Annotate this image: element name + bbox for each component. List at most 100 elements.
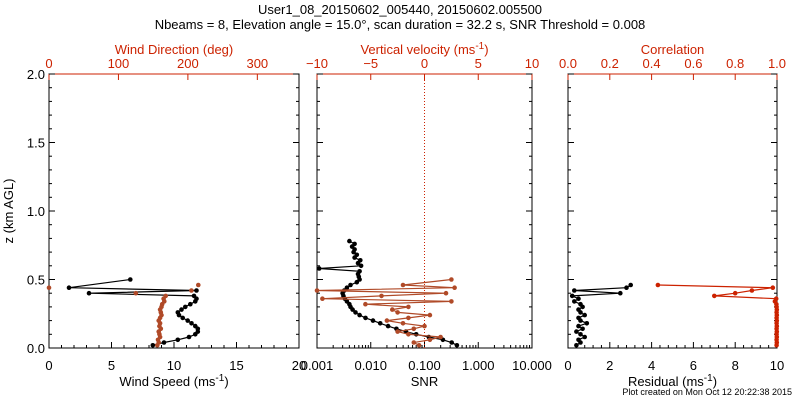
data-point-brown — [449, 277, 454, 282]
data-point-brown — [363, 301, 368, 307]
data-point-black — [576, 296, 581, 302]
x-tick-label: 0 — [45, 358, 52, 373]
data-point-black — [193, 323, 198, 329]
y-tick-label: 2.0 — [27, 67, 45, 82]
y-axis-label-group: z (km AGL) — [1, 178, 16, 243]
x-tick-label: 1.000 — [462, 358, 495, 373]
data-point-black — [183, 304, 188, 310]
data-point-black — [150, 343, 156, 348]
y-tick-label: 0.0 — [27, 341, 45, 356]
data-point-black — [628, 282, 633, 288]
data-point-black — [377, 321, 383, 326]
data-point-brown — [400, 321, 406, 326]
data-point-black — [316, 266, 322, 271]
x-tick-label: 8 — [732, 358, 739, 373]
data-point-black — [578, 301, 583, 307]
data-point-brown — [400, 282, 406, 288]
top-x-tick-label: 0.2 — [601, 56, 619, 71]
top-x-tick-label: 0 — [45, 56, 52, 71]
data-point-black — [363, 315, 368, 321]
top-x-axis-label: Vertical velocity (ms-1) — [360, 41, 488, 57]
data-point-black — [191, 293, 197, 299]
data-point-brown — [406, 332, 411, 337]
top-x-tick-label: 0.0 — [559, 56, 577, 71]
data-point-black — [618, 290, 623, 296]
series-line-red — [657, 284, 778, 346]
data-point-brown — [438, 334, 443, 340]
data-point-black — [353, 310, 358, 315]
data-point-black — [186, 334, 192, 340]
top-x-axis-label: Correlation — [641, 42, 705, 57]
data-point-brown — [449, 299, 454, 304]
data-point-red — [732, 290, 738, 296]
x-tick-label: 0 — [564, 358, 571, 373]
data-point-black — [188, 301, 193, 307]
x-tick-label: 0.100 — [408, 358, 441, 373]
data-point-black — [582, 312, 587, 318]
data-point-brown — [163, 293, 168, 299]
data-point-red — [749, 288, 755, 293]
x-tick-label: 10.000 — [512, 358, 552, 373]
data-point-black — [86, 290, 92, 296]
data-point-black — [66, 285, 72, 291]
data-point-black — [347, 238, 352, 244]
top-x-tick-label: 0 — [421, 56, 428, 71]
top-x-tick-label: 5 — [475, 56, 482, 71]
data-point-black — [572, 288, 577, 293]
data-point-brown — [452, 285, 457, 291]
data-point-black — [128, 277, 133, 282]
plot-timestamp: Plot created on Mon Oct 12 20:22:38 2015 — [622, 387, 792, 397]
data-point-black — [348, 282, 353, 288]
data-point-brown — [384, 318, 390, 323]
data-point-black — [578, 332, 583, 337]
data-point-black — [354, 252, 360, 258]
data-point-brown — [46, 285, 52, 291]
data-point-black — [185, 318, 190, 323]
data-point-brown — [390, 307, 395, 312]
data-point-black — [180, 315, 185, 321]
top-x-tick-label: 0.8 — [726, 56, 744, 71]
data-point-brown — [411, 340, 417, 345]
data-point-black — [454, 343, 460, 348]
x-tick-label: 4 — [648, 358, 655, 373]
x-tick-label: 0.010 — [354, 358, 387, 373]
data-point-brown — [189, 288, 194, 293]
top-x-tick-label: 0.4 — [643, 56, 661, 71]
data-point-black — [576, 307, 581, 312]
y-axis-label: z (km AGL) — [1, 178, 16, 243]
data-point-black — [385, 323, 391, 329]
data-point-black — [584, 321, 590, 326]
x-axis-label: Residual (ms-1) — [628, 373, 717, 389]
data-point-red — [712, 293, 717, 299]
plot-frame — [48, 73, 300, 349]
data-point-black — [576, 337, 581, 343]
top-x-tick-label: 0.6 — [684, 56, 702, 71]
data-point-brown — [314, 288, 320, 293]
y-tick-label: 1.5 — [27, 136, 45, 151]
data-point-black — [582, 334, 587, 340]
chart-title: User1_08_20150602_005440, 20150602.00550… — [257, 2, 543, 17]
x-tick-label: 10 — [167, 358, 181, 373]
x-tick-label: 15 — [229, 358, 243, 373]
top-x-tick-label: 1.0 — [768, 56, 786, 71]
data-point-brown — [406, 304, 411, 310]
data-point-brown — [133, 290, 139, 296]
data-point-brown — [406, 315, 411, 321]
top-x-tick-label: 100 — [108, 56, 130, 71]
data-point-brown — [416, 343, 422, 348]
x-axis-label: Wind Speed (ms-1) — [119, 373, 228, 389]
data-point-brown — [196, 282, 201, 288]
data-point-black — [352, 241, 357, 247]
data-point-black — [576, 315, 581, 321]
data-point-black — [179, 307, 184, 312]
data-point-black — [358, 258, 363, 263]
data-point-black — [344, 285, 350, 291]
series-line-brown — [316, 278, 455, 346]
y-tick-label: 1.0 — [27, 204, 45, 219]
data-point-brown — [395, 310, 400, 315]
data-point-black — [175, 310, 181, 315]
top-x-tick-label: 300 — [246, 56, 268, 71]
x-tick-label: 6 — [690, 358, 697, 373]
top-x-tick-label: 10 — [525, 56, 539, 71]
